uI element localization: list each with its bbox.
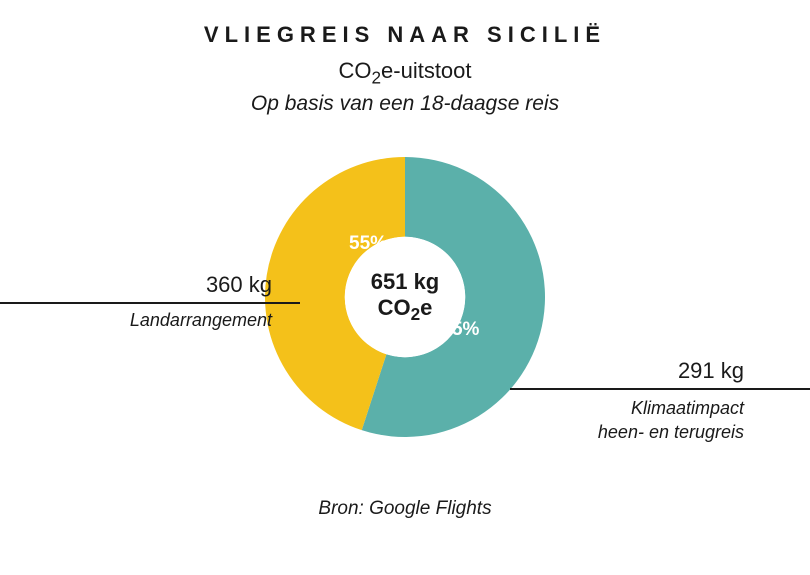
page-title: VLIEGREIS NAAR SICILIË [0, 22, 810, 48]
donut-pct-label-flight: 45% [441, 319, 479, 341]
callout-land-line [0, 302, 300, 304]
callout-flight-label: Klimaatimpactheen- en terugreis [510, 396, 810, 445]
donut-pct-label-land: 55% [349, 233, 387, 255]
page-subnote: Op basis van een 18-daagse reis [0, 92, 810, 116]
donut-center-label: 651 kgCO2e [371, 269, 440, 325]
donut-chart: 651 kgCO2e 55% 45% [265, 157, 545, 437]
infographic-page: VLIEGREIS NAAR SICILIË CO2e-uitstoot Op … [0, 0, 810, 575]
callout-flight-line [510, 388, 810, 390]
source-label: Bron: Google Flights [0, 498, 810, 520]
callout-land-label: Landarrangement [0, 310, 300, 331]
callout-land: 360 kg Landarrangement [0, 272, 300, 331]
callout-flight-value: 291 kg [510, 358, 810, 384]
callout-land-value: 360 kg [0, 272, 300, 298]
callout-flight: 291 kg Klimaatimpactheen- en terugreis [510, 358, 810, 445]
page-subtitle: CO2e-uitstoot [0, 58, 810, 88]
